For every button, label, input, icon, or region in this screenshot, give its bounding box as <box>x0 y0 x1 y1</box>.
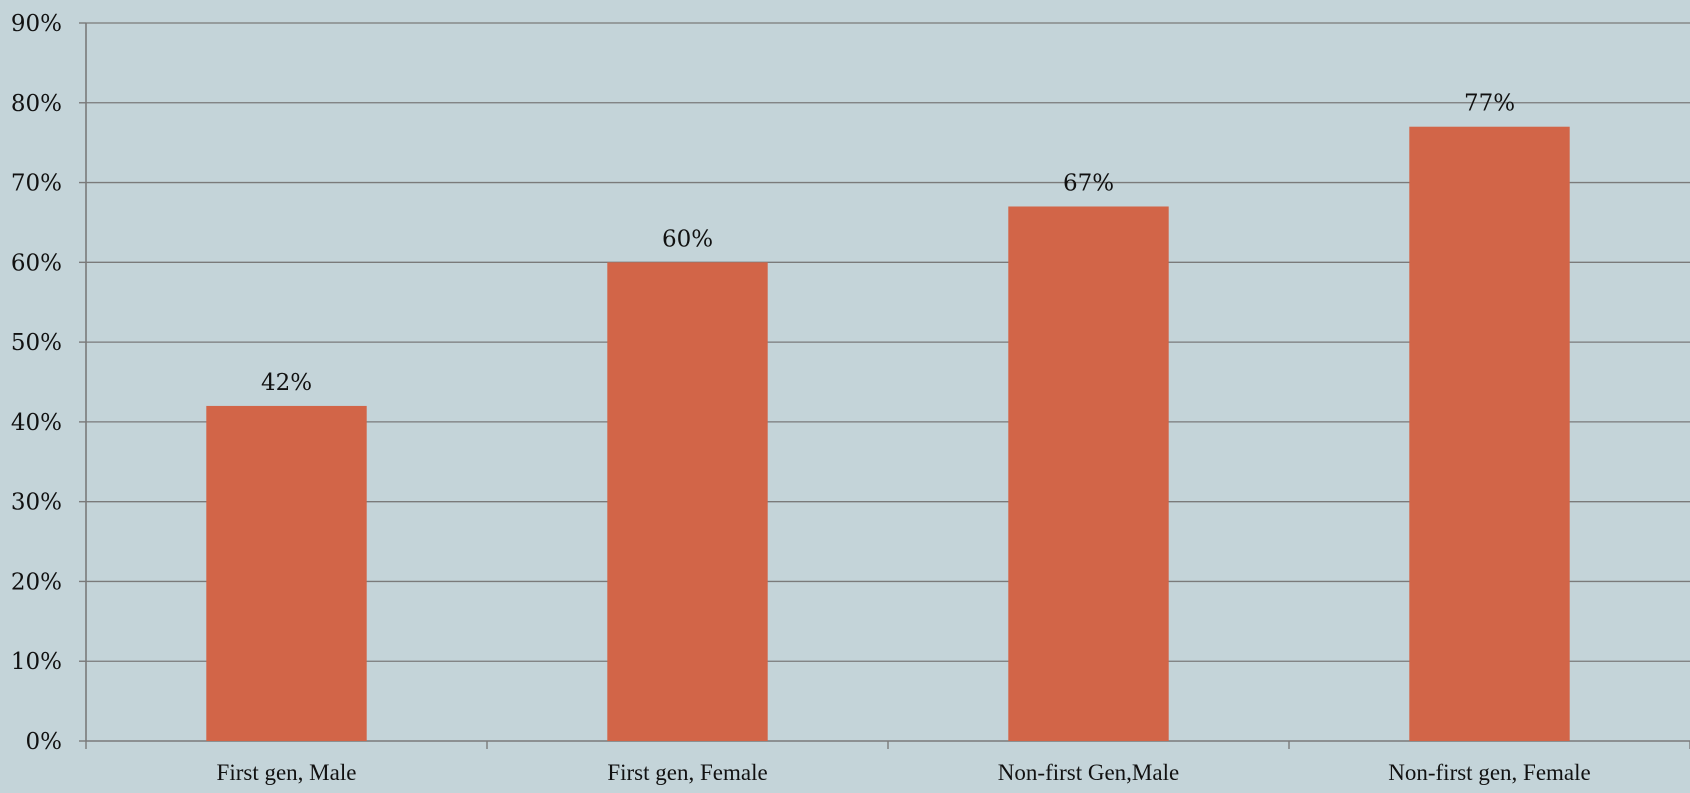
y-tick-label: 90% <box>11 11 62 37</box>
bar <box>607 262 768 741</box>
y-tick-labels: 0% 10% 20% 30% 40% 50% 60% 70% 80% 90% <box>11 11 62 755</box>
bars <box>206 126 1570 741</box>
bar <box>1409 126 1570 741</box>
data-label: 42% <box>261 370 312 396</box>
y-tick-label: 60% <box>11 250 62 276</box>
data-label: 60% <box>662 226 713 252</box>
y-tick-label: 40% <box>11 410 62 436</box>
data-label: 77% <box>1464 91 1515 117</box>
x-tick-labels: First gen, Male First gen, Female Non-firs… <box>217 760 1591 785</box>
y-tick-label: 0% <box>26 729 63 755</box>
y-tick-label: 30% <box>11 490 62 516</box>
y-tick-label: 70% <box>11 171 62 197</box>
y-tick-label: 50% <box>11 330 62 356</box>
x-tick-label: Non-first gen, Female <box>1388 760 1590 785</box>
bar <box>1008 206 1169 741</box>
x-tick-label: Non-first Gen,Male <box>998 760 1179 785</box>
x-tick-label: First gen, Male <box>217 760 357 785</box>
x-tick-label: First gen, Female <box>607 760 767 785</box>
y-tick-label: 80% <box>11 91 62 117</box>
y-tick-label: 10% <box>11 649 62 675</box>
y-tick-label: 20% <box>11 569 62 595</box>
bar <box>206 405 367 741</box>
data-labels: 42% 60% 67% 77% <box>261 91 1515 396</box>
data-label: 67% <box>1063 170 1114 196</box>
